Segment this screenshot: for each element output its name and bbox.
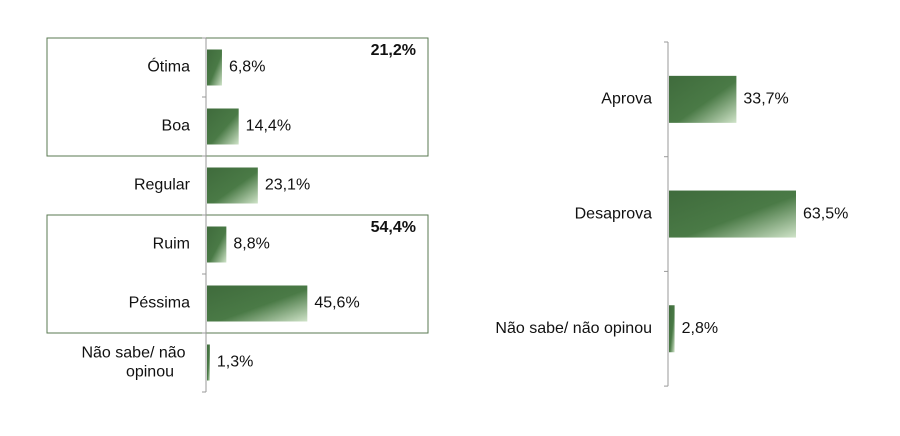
value-label: 23,1% [265,177,310,194]
bar [207,285,308,322]
value-label: 33,7% [743,91,788,108]
bar [669,305,675,353]
bar [207,226,227,263]
category-label: Desaprova [575,205,652,222]
bar [207,344,210,381]
group-box [46,214,429,334]
group-total: 54,4% [371,219,416,236]
category-label: Péssima [129,295,190,312]
value-label: 63,5% [803,205,848,222]
group-box [46,37,429,157]
value-label: 1,3% [217,354,253,371]
category-label: Boa [162,118,191,135]
category-label: Ruim [153,236,190,253]
group-total: 21,2% [371,42,416,59]
bar [207,108,239,145]
value-label: 14,4% [246,118,291,135]
bar [207,49,222,86]
category-label: Aprova [601,91,652,108]
bar [669,75,737,123]
category-label: Ótima [147,57,190,76]
bar [207,167,258,204]
value-label: 8,8% [233,236,269,253]
value-label: 45,6% [314,295,359,312]
value-label: 2,8% [682,320,718,337]
value-label: 6,8% [229,59,265,76]
bar [669,190,796,238]
category-label: Não sabe/ não opinou [81,345,190,381]
category-label: Não sabe/ não opinou [495,320,652,337]
category-label: Regular [134,177,191,194]
